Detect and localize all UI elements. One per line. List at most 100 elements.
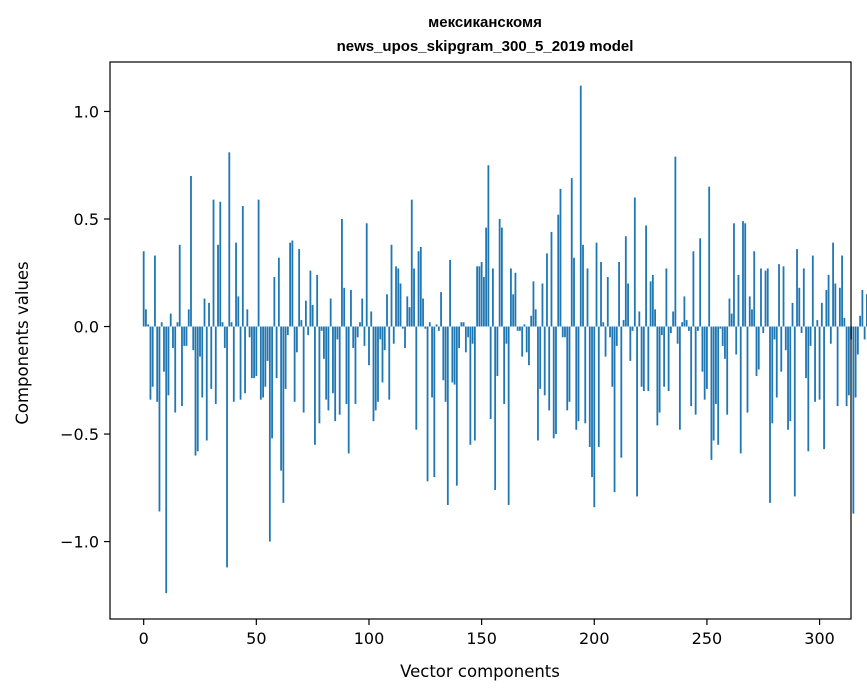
bar-244 [692, 251, 695, 327]
bar-292 [800, 326, 803, 333]
bar-96 [359, 322, 361, 327]
bar-196 [584, 326, 587, 424]
bar-296 [809, 326, 812, 346]
bar-48 [250, 326, 253, 379]
bar-280 [773, 326, 776, 340]
bar-106 [381, 326, 384, 383]
bar-221 [640, 326, 643, 387]
bar-315 [852, 326, 855, 514]
bar-219 [636, 326, 638, 497]
bar-256 [719, 326, 722, 329]
bar-137 [451, 326, 454, 383]
bar-179 [546, 253, 548, 327]
bar-278 [769, 326, 771, 503]
bar-299 [816, 320, 819, 327]
bar-241 [685, 320, 688, 327]
bar-320 [863, 326, 866, 340]
bar-205 [604, 326, 607, 357]
bar-55 [266, 326, 269, 361]
bar-1 [145, 309, 147, 327]
bar-146 [471, 326, 474, 344]
bar-28 [205, 326, 208, 441]
bar-287 [789, 326, 792, 422]
bar-267 [744, 223, 747, 327]
bar-289 [793, 326, 796, 497]
bar-209 [613, 326, 616, 493]
bar-138 [453, 326, 456, 385]
bar-67 [293, 326, 296, 402]
bar-105 [379, 326, 382, 340]
bar-266 [742, 221, 744, 327]
bar-181 [550, 231, 553, 327]
bar-302 [823, 326, 825, 450]
bar-7 [158, 326, 161, 512]
bars-group [142, 85, 867, 594]
y-tick-label: −0.5 [60, 425, 99, 444]
bar-21 [190, 175, 192, 327]
bar-151 [482, 277, 485, 327]
bar-79 [320, 326, 323, 331]
bar-95 [356, 326, 359, 338]
bar-129 [433, 326, 436, 478]
bar-6 [156, 326, 159, 402]
bar-201 [595, 242, 598, 327]
bar-305 [829, 326, 832, 344]
bar-206 [606, 277, 609, 327]
bar-142 [462, 322, 465, 327]
bar-164 [512, 294, 515, 327]
bar-10 [165, 326, 168, 594]
bar-319 [861, 289, 864, 327]
bar-317 [856, 326, 859, 355]
bar-152 [485, 227, 488, 327]
bar-255 [717, 326, 720, 445]
bar-44 [241, 206, 244, 327]
bar-170 [525, 326, 528, 353]
bar-254 [715, 326, 717, 404]
bar-130 [435, 324, 438, 327]
bar-281 [775, 326, 778, 398]
bar-207 [609, 326, 611, 338]
bar-247 [699, 238, 702, 327]
bar-273 [757, 326, 760, 370]
bar-22 [192, 326, 195, 351]
bar-93 [352, 326, 355, 349]
bar-41 [235, 242, 237, 327]
bar-144 [467, 326, 470, 338]
bar-235 [672, 311, 675, 327]
bar-172 [530, 315, 533, 327]
bar-180 [548, 326, 551, 411]
bar-252 [710, 326, 713, 460]
bar-306 [832, 242, 834, 327]
bar-190 [570, 178, 573, 327]
bar-53 [262, 326, 264, 398]
bar-295 [807, 326, 810, 452]
bar-37 [226, 326, 228, 568]
bar-54 [264, 326, 267, 387]
bar-39 [230, 322, 233, 327]
bar-72 [304, 300, 307, 327]
bar-279 [771, 326, 774, 424]
bar-158 [498, 218, 501, 327]
bar-165 [514, 272, 517, 327]
bar-251 [708, 186, 711, 327]
bar-2 [147, 324, 150, 327]
bar-167 [519, 326, 521, 331]
bar-242 [688, 326, 690, 331]
bar-119 [410, 199, 413, 327]
bar-203 [600, 262, 602, 327]
bar-277 [766, 268, 769, 327]
x-tick-label: 250 [692, 629, 723, 648]
bar-86 [336, 326, 339, 340]
bar-268 [746, 326, 749, 413]
x-tick-label: 200 [579, 629, 610, 648]
bar-128 [431, 326, 433, 398]
bar-234 [669, 326, 672, 333]
bar-118 [408, 307, 411, 327]
bar-285 [784, 326, 787, 351]
bar-13 [172, 326, 174, 349]
bar-282 [778, 264, 780, 327]
bar-270 [751, 309, 753, 327]
bar-31 [212, 199, 215, 327]
y-axis-label: Components values [13, 261, 32, 424]
